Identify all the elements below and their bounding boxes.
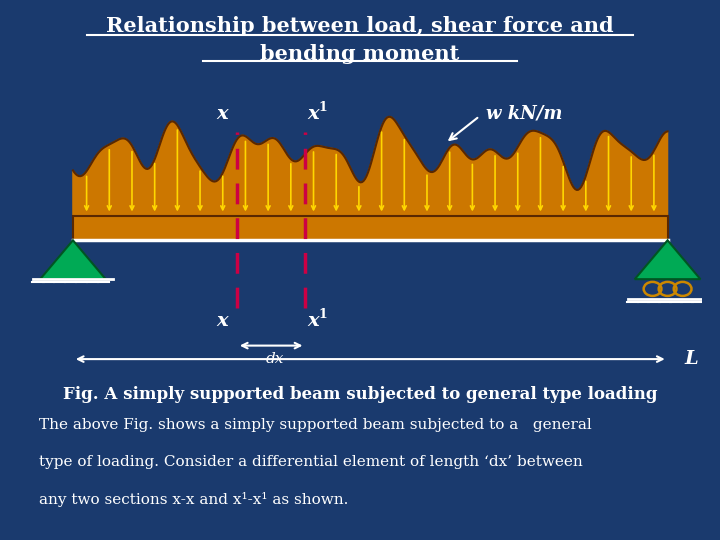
Polygon shape [635,240,701,279]
Polygon shape [40,240,106,279]
Text: any two sections x-x and x¹-x¹ as shown.: any two sections x-x and x¹-x¹ as shown. [39,492,348,507]
Text: The above Fig. shows a simply supported beam subjected to a   general: The above Fig. shows a simply supported … [39,418,592,433]
Text: type of loading. Consider a differential element of length ‘dx’ between: type of loading. Consider a differential… [39,455,582,469]
Text: w kN/m: w kN/m [487,104,563,123]
Text: L: L [685,350,698,368]
Text: 1: 1 [319,102,328,114]
Text: x: x [216,105,228,123]
Text: 1: 1 [319,308,328,321]
Text: x: x [216,312,228,330]
Text: bending moment: bending moment [261,44,459,64]
Text: dx: dx [266,352,284,366]
Text: Relationship between load, shear force and: Relationship between load, shear force a… [106,16,614,36]
Text: Fig. A simply supported beam subjected to general type loading: Fig. A simply supported beam subjected t… [63,386,657,403]
Text: x: x [307,312,319,330]
Polygon shape [73,117,667,216]
Bar [73,216,667,240]
Text: x: x [307,105,319,123]
